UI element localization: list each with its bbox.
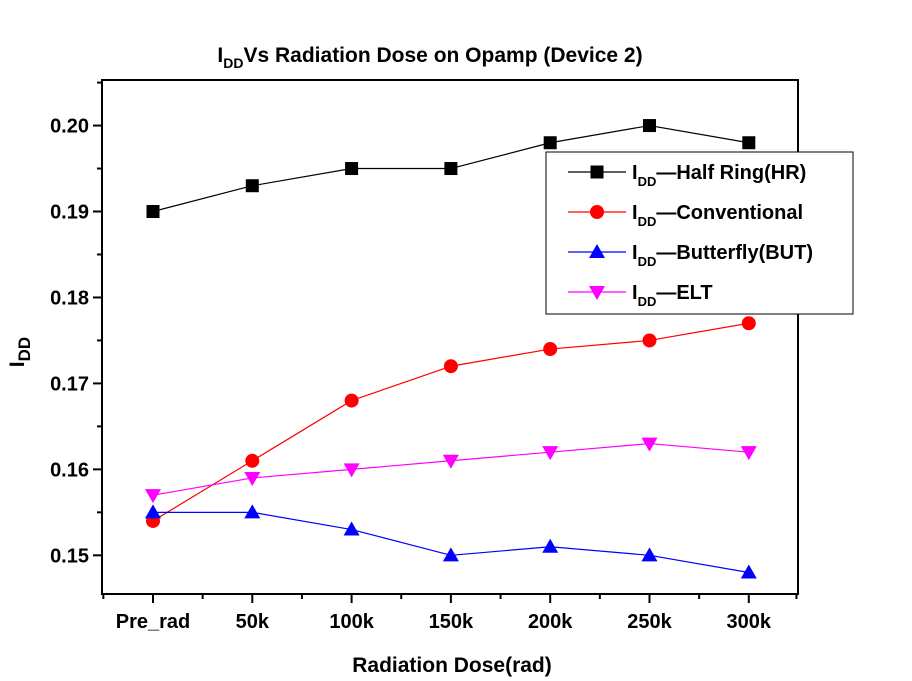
legend-label-rest: —Conventional xyxy=(656,202,803,224)
legend-label-sub: DD xyxy=(638,294,657,309)
legend-marker xyxy=(589,244,605,258)
data-point xyxy=(543,136,557,150)
data-point xyxy=(643,119,656,133)
series-1 xyxy=(146,119,756,219)
data-point xyxy=(343,521,360,536)
x-tick-label: 150k xyxy=(429,611,474,633)
legend-marker xyxy=(589,286,605,300)
data-point xyxy=(741,316,756,331)
legend-label: IDD—Half Ring(HR) xyxy=(632,162,806,189)
legend-label-main: I xyxy=(632,162,638,184)
y-axis-label: IDD xyxy=(6,337,34,367)
y-tick-label: 0.16 xyxy=(50,459,89,481)
data-point xyxy=(740,446,757,461)
data-point xyxy=(345,162,359,176)
y-tick-label: 0.15 xyxy=(50,545,89,567)
y-tick-label: 0.19 xyxy=(50,202,89,224)
legend-label-main: I xyxy=(632,282,638,304)
x-tick-label: Pre_rad xyxy=(116,611,191,633)
x-tick-label: 50k xyxy=(236,611,270,633)
series-2 xyxy=(146,316,756,528)
data-point xyxy=(443,359,458,374)
data-point xyxy=(542,446,559,461)
data-point xyxy=(146,205,160,219)
legend-label-sub: DD xyxy=(638,254,657,269)
data-point xyxy=(542,538,559,553)
legend-label-rest: —ELT xyxy=(656,282,712,304)
chart-title-rest: Vs Radiation Dose on Opamp (Device 2) xyxy=(243,44,642,67)
legend: IDD—Half Ring(HR)IDD—ConventionalIDD—But… xyxy=(545,151,854,315)
data-point xyxy=(145,504,161,519)
legend-marker xyxy=(590,165,604,179)
series-3 xyxy=(145,504,757,579)
x-tick-label: 200k xyxy=(528,611,573,633)
data-point xyxy=(642,333,657,348)
data-point xyxy=(444,162,458,176)
data-point xyxy=(442,547,459,562)
data-point xyxy=(543,342,558,357)
data-point xyxy=(145,489,161,504)
data-point xyxy=(740,564,757,579)
data-point xyxy=(742,136,756,150)
legend-label-main: I xyxy=(632,202,638,224)
legend-label-sub: DD xyxy=(638,174,657,189)
data-point xyxy=(343,463,360,478)
series-line xyxy=(152,442,749,496)
x-axis-label: Radiation Dose(rad) xyxy=(352,654,552,677)
y-axis-label-sub: DD xyxy=(15,337,34,362)
data-point xyxy=(245,179,259,193)
legend-label-rest: —Butterfly(BUT) xyxy=(656,242,813,264)
series-4 xyxy=(145,437,757,504)
legend-label: IDD—Conventional xyxy=(632,202,803,229)
x-axis: Pre_rad 50k 100k 150k 200k 250k 300k xyxy=(102,594,798,633)
legend-label: IDD—ELT xyxy=(632,282,713,309)
legend-label-sub: DD xyxy=(638,214,657,229)
series-line xyxy=(152,322,749,522)
data-point xyxy=(245,453,260,468)
chart-title-sub: DD xyxy=(223,55,243,71)
legend-label-main: I xyxy=(632,242,638,264)
data-point xyxy=(641,547,658,562)
y-tick-label: 0.17 xyxy=(50,373,89,395)
data-point xyxy=(244,471,261,486)
chart-title-main: I xyxy=(217,44,223,67)
y-axis-label-main: I xyxy=(6,361,29,367)
chart-title: IDDVs Radiation Dose on Opamp (Device 2) xyxy=(217,44,642,71)
series-layer xyxy=(145,119,757,579)
x-tick-label: 300k xyxy=(727,611,772,633)
x-tick-label: 250k xyxy=(627,611,672,633)
y-axis: 0.15 0.16 0.17 0.18 0.19 0.20 xyxy=(50,81,102,567)
y-tick-label: 0.20 xyxy=(50,116,89,138)
legend-label: IDD—Butterfly(BUT) xyxy=(632,242,813,269)
x-tick-label: 100k xyxy=(329,611,374,633)
series-line xyxy=(153,511,749,574)
data-point xyxy=(442,454,459,469)
data-point xyxy=(641,437,658,452)
legend-label-rest: —Half Ring(HR) xyxy=(656,162,806,184)
legend-marker xyxy=(590,205,604,219)
y-tick-label: 0.18 xyxy=(50,287,89,309)
data-point xyxy=(344,393,359,408)
data-point xyxy=(244,504,261,519)
